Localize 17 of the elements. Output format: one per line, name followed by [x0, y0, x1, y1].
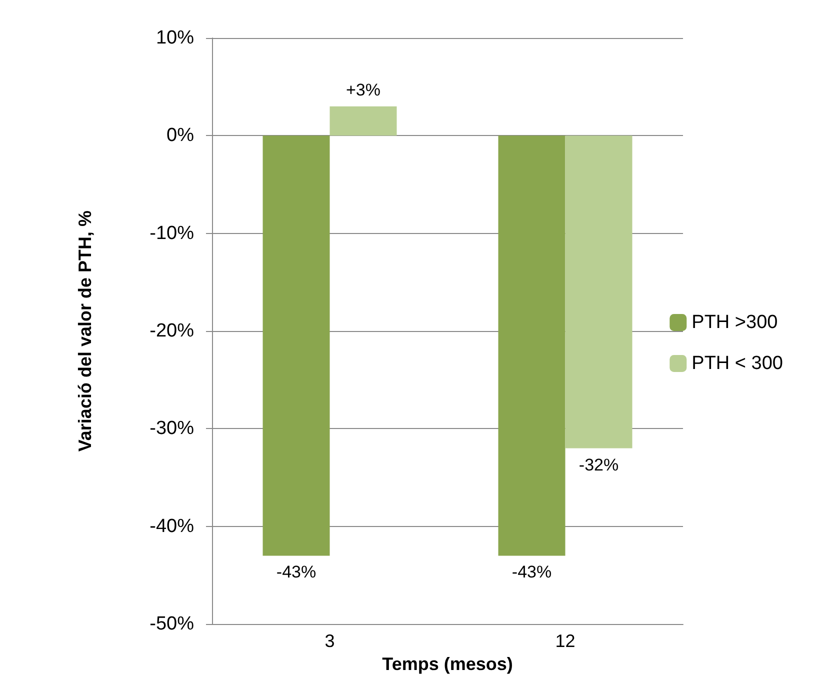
legend-label: PTH < 300 [692, 353, 784, 374]
y-tick-label: -10% [150, 222, 194, 244]
x-tick-label: 12 [555, 631, 576, 652]
x-axis-title: Temps (mesos) [382, 654, 513, 674]
y-tick-label: -50% [150, 614, 194, 635]
data-label: -32% [578, 455, 619, 474]
legend-label: PTH >300 [692, 312, 778, 333]
data-label: -43% [276, 562, 316, 582]
y-tick-label: -30% [150, 418, 194, 440]
x-tick-label: 3 [324, 631, 335, 652]
y-axis-title: Variació del valor de PTH, % [75, 210, 95, 452]
y-tick-label: -20% [150, 320, 194, 342]
data-label: +3% [346, 80, 380, 100]
data-label: -43% [512, 562, 552, 582]
y-tick-label: 10% [156, 28, 194, 48]
y-tick-label: 0% [166, 125, 194, 146]
y-tick-label: -40% [150, 516, 194, 537]
